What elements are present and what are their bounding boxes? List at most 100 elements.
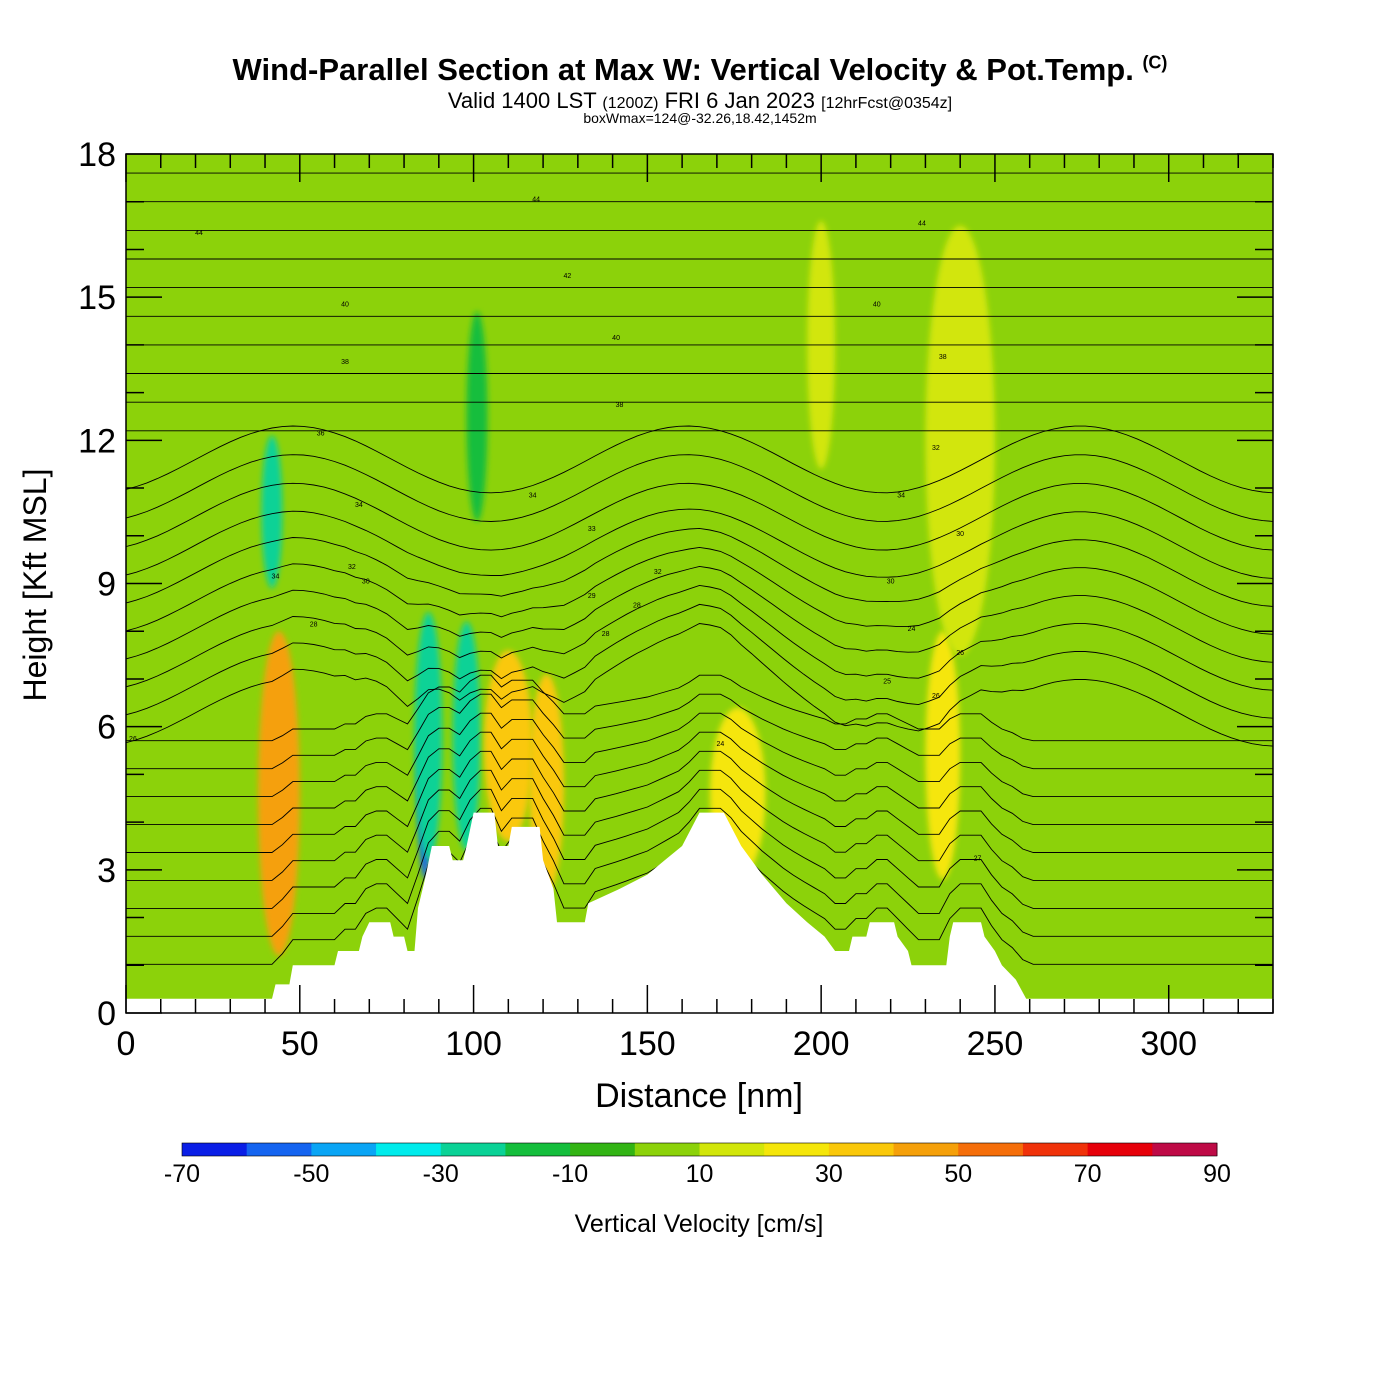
colorbar-swatch: [505, 1143, 571, 1156]
colorbar-swatch: [634, 1143, 700, 1156]
theta-label: 25: [883, 679, 891, 686]
x-tick-label: 100: [445, 1025, 502, 1063]
theta-label: 24: [716, 741, 724, 748]
colorbar-tick-label: -30: [423, 1160, 459, 1188]
theta-contour: [126, 788, 1273, 909]
w-feature: [925, 225, 995, 656]
theta-label: 26: [932, 693, 940, 700]
chart-title-text: Wind-Parallel Section at Max W: Vertical…: [232, 52, 1134, 87]
theta-label: 27: [974, 855, 982, 862]
theta-label: 42: [564, 273, 572, 280]
theta-contour: [126, 693, 1273, 770]
theta-contour: [126, 565, 1273, 663]
x-axis-label: Distance [nm]: [595, 1077, 803, 1115]
colorbar-label: Vertical Velocity [cm/s]: [575, 1210, 824, 1238]
copyright-mark: (C): [1142, 52, 1168, 73]
colorbar-swatch: [570, 1143, 636, 1156]
theta-label: 38: [616, 402, 624, 409]
theta-contour: [126, 482, 1273, 551]
colorbar-swatch: [440, 1143, 506, 1156]
theta-contour: [126, 603, 1273, 719]
valid-time-zulu: (1200Z): [602, 95, 659, 112]
colorbar-swatch: [311, 1143, 377, 1156]
colorbar-swatch: [182, 1143, 248, 1156]
vertical-velocity-field: [258, 220, 995, 956]
colorbar-tick-label: -70: [164, 1160, 200, 1188]
x-tick-label: 200: [793, 1025, 850, 1063]
theta-label: 28: [633, 602, 641, 609]
theta-label: 44: [195, 230, 203, 237]
valid-time-date: FRI 6 Jan 2023: [664, 88, 816, 113]
theta-contour: [126, 454, 1273, 522]
y-tick-label: 18: [78, 136, 116, 174]
theta-contour: [126, 769, 1273, 881]
colorbar-tick-label: 30: [815, 1160, 843, 1188]
y-tick-label: 3: [97, 852, 116, 890]
colorbar-swatch: [828, 1143, 895, 1156]
plot-area: 26 44 34 28 36 40 38 32 34 30 44 34 42 29 33 28 40 38 28 32…: [126, 154, 1273, 1013]
colorbar-tick-label: 70: [1074, 1160, 1102, 1188]
theta-label: 40: [873, 302, 881, 309]
w-feature: [258, 631, 300, 956]
colorbar-frame: [181, 1142, 1218, 1157]
x-tick-label: 0: [117, 1025, 136, 1063]
theta-label: 34: [355, 502, 363, 509]
y-tick-label: 9: [97, 566, 116, 604]
theta-contour: [126, 731, 1273, 826]
w-feature: [466, 311, 488, 522]
x-tick-label: 250: [967, 1025, 1024, 1063]
theta-contour: [126, 527, 1273, 607]
valid-time-prefix: Valid 1400 LST: [447, 88, 597, 113]
theta-contour: [126, 712, 1273, 798]
theta-contour: [126, 584, 1273, 691]
theta-label: 32: [932, 445, 940, 452]
y-axis-label: Height [Kft MSL]: [17, 469, 53, 702]
x-tick-label: 150: [619, 1025, 676, 1063]
colorbar: -70 -50 -30 -10 10 30 50 70 90: [164, 1142, 1231, 1188]
theta-label: 38: [939, 354, 947, 361]
colorbar-tick-label: 50: [944, 1160, 972, 1188]
theta-label: 28: [602, 631, 610, 638]
theta-label: 30: [362, 579, 370, 586]
y-tick-label: 15: [78, 279, 116, 317]
x-tick-label: 50: [281, 1025, 319, 1063]
theta-contour-labels: 26 44 34 28 36 40 38 32 34 30 44 34 42 29 33 28 40 38 28 32…: [129, 197, 982, 863]
theta-label: 29: [588, 593, 596, 600]
theta-label: 32: [654, 569, 662, 576]
colorbar-swatch: [246, 1143, 312, 1156]
theta-contour: [126, 508, 1273, 579]
colorbar-swatch: [958, 1143, 1024, 1156]
theta-contour: [126, 807, 1273, 937]
theta-label: 34: [272, 574, 280, 581]
colorbar-swatch: [1022, 1143, 1089, 1156]
y-tick-label: 0: [97, 995, 116, 1033]
colorbar-swatch: [699, 1143, 765, 1156]
colorbar-tick-label: -10: [552, 1160, 588, 1188]
theta-contour: [126, 674, 1273, 742]
terrain-mask: [126, 812, 1273, 1013]
colorbar-swatch: [893, 1143, 959, 1156]
w-feature: [484, 650, 533, 842]
colorbar-swatch: [376, 1143, 442, 1156]
y-tick-label: 6: [97, 709, 116, 747]
theta-label: 44: [532, 197, 540, 204]
boxwmax-line: boxWmax=124@-32.26,18.42,1452m: [583, 110, 817, 126]
w-feature: [261, 435, 283, 589]
colorbar-tick-label: -50: [293, 1160, 329, 1188]
valid-time-line: Valid 1400 LST (1200Z) FRI 6 Jan 2023 [1…: [0, 88, 1400, 114]
theta-label: 26: [956, 650, 964, 657]
theta-label: 33: [588, 526, 596, 533]
theta-label: 44: [918, 221, 926, 228]
theta-label: 24: [908, 626, 916, 633]
theta-label: 28: [310, 621, 318, 628]
theta-contour: [126, 623, 1273, 747]
theta-contour: [126, 425, 1273, 494]
theta-label: 32: [348, 564, 356, 571]
theta-label: 26: [129, 736, 137, 743]
colorbar-swatch: [764, 1143, 830, 1156]
theta-label: 40: [612, 335, 620, 342]
chart-title: Wind-Parallel Section at Max W: Vertical…: [0, 52, 1400, 88]
theta-contour: [126, 546, 1273, 635]
colorbar-swatch: [1152, 1143, 1218, 1156]
